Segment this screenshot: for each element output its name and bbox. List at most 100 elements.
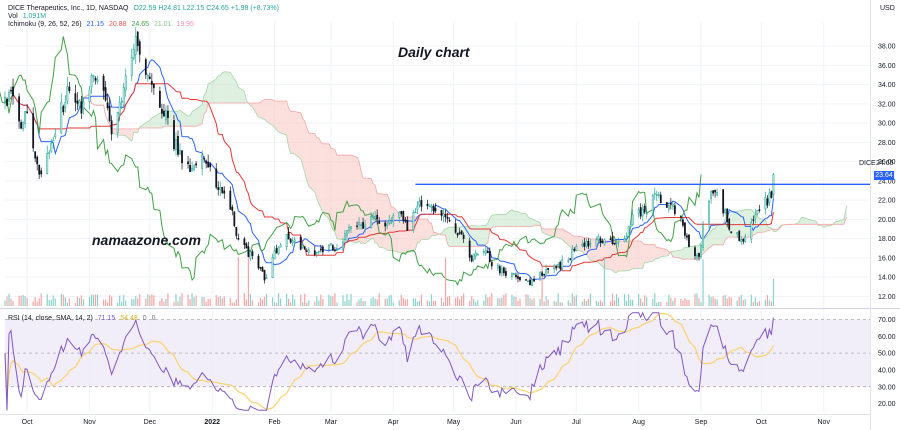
candle-body [710, 191, 712, 199]
volume-bar [712, 296, 714, 306]
kumo-segment [153, 112, 160, 129]
candle-body [627, 226, 630, 237]
candle-body [215, 168, 218, 188]
candle-body [273, 250, 276, 260]
candle-body [356, 225, 358, 227]
volume-bar [505, 293, 507, 306]
time-tick-label: Feb [269, 419, 281, 426]
volume-bar [78, 298, 81, 306]
candle-body [420, 200, 423, 207]
candle-body [458, 232, 461, 234]
candle-body [502, 267, 505, 274]
candle-body [742, 238, 745, 242]
kumo-segment [528, 216, 531, 227]
kumo-segment [252, 102, 259, 118]
candle-body [181, 150, 183, 164]
volume-bar [342, 295, 344, 306]
volume-bar [109, 295, 111, 306]
volume-bar [569, 302, 571, 306]
kumo-segment [336, 155, 343, 240]
volume-bar [300, 294, 302, 306]
candle-body [307, 249, 310, 253]
kumo-segment [570, 233, 573, 251]
rsi-legend[interactable]: RSI (14, close, SMA, 14, 2) 71.15 54.48 … [8, 315, 159, 323]
candle-body [163, 110, 165, 117]
kumo-segment [614, 241, 617, 273]
kumo-segment [804, 217, 808, 225]
candle-body [428, 204, 431, 207]
volume-bar [754, 297, 756, 306]
candle-body [124, 75, 127, 91]
volume-bar [181, 293, 183, 306]
volume-bar [583, 298, 585, 306]
kumo-segment [449, 227, 456, 247]
candle-body [398, 212, 401, 218]
kumo-segment [210, 78, 217, 103]
symbol-legend[interactable]: DICE Therapeutics, Inc., 1D, NASDAQ O22.… [8, 5, 282, 13]
candle-body [768, 192, 771, 203]
candle-body [442, 213, 445, 217]
candle-body [680, 216, 682, 218]
candle-body [175, 139, 177, 150]
volume-bar [595, 300, 598, 306]
candle-body [148, 76, 151, 79]
volume-bar [527, 294, 529, 306]
ichimoku-legend[interactable]: Ichimoku (9, 26, 52, 26) 21.15 20.88 24.… [8, 21, 197, 29]
candle-body [404, 219, 407, 222]
ichimoku-label: Ichimoku (9, 26, 52, 26) [8, 21, 82, 28]
kumo-segment [393, 206, 400, 253]
kumo-segment [151, 116, 154, 129]
candle-body [231, 206, 234, 211]
volume-bar [203, 297, 205, 306]
volume-bar [587, 299, 589, 306]
candle-body [504, 271, 507, 276]
candle-body [597, 235, 600, 241]
rsi-line [4, 311, 774, 411]
volume-bar [428, 301, 431, 306]
candle-body [543, 273, 546, 276]
candle-body [235, 226, 238, 237]
kumo-segment [630, 241, 633, 270]
candle-body [360, 224, 362, 226]
kumo-segment [280, 101, 287, 136]
ichimoku-leading-b-value: 19.95 [176, 21, 194, 28]
candle-body [515, 274, 517, 277]
volume-bar [257, 302, 260, 306]
candle-body [350, 226, 352, 229]
time-tick-label: Apr [388, 419, 400, 426]
candle-body [684, 222, 686, 236]
candle-body [482, 251, 485, 253]
kumo-segment [318, 137, 321, 208]
rsi-ma-value: 54.48 [120, 315, 138, 322]
candle-body [24, 111, 27, 124]
kumo-segment [519, 212, 527, 227]
candle-body [8, 91, 10, 102]
candle-body [613, 242, 616, 245]
candle-body [694, 247, 696, 257]
volume-bar [543, 301, 545, 306]
volume-bar [615, 293, 618, 306]
candlesticks [4, 26, 775, 287]
kumo-segment [278, 101, 281, 134]
volume-bar [688, 299, 690, 306]
kumo-segment [471, 225, 474, 247]
volume-bar [24, 296, 26, 306]
volume-bar [161, 298, 163, 306]
kumo-segment [308, 132, 315, 192]
volume-bar [231, 302, 233, 306]
kumo-segment [612, 241, 615, 273]
volume-bar [290, 302, 292, 306]
volume-legend[interactable]: Vol 1.091M [8, 13, 49, 21]
candle-body [476, 253, 479, 256]
volume-bar [151, 294, 153, 306]
candle-body [92, 74, 95, 78]
ichimoku-lagging-span [0, 36, 702, 287]
volume-bar [694, 293, 696, 306]
candle-body [106, 102, 109, 109]
candle-body [669, 202, 672, 205]
volume-bar [642, 302, 644, 306]
kumo-segment [447, 227, 450, 247]
kumo-segment [401, 216, 404, 253]
kumo-segment [656, 247, 659, 259]
